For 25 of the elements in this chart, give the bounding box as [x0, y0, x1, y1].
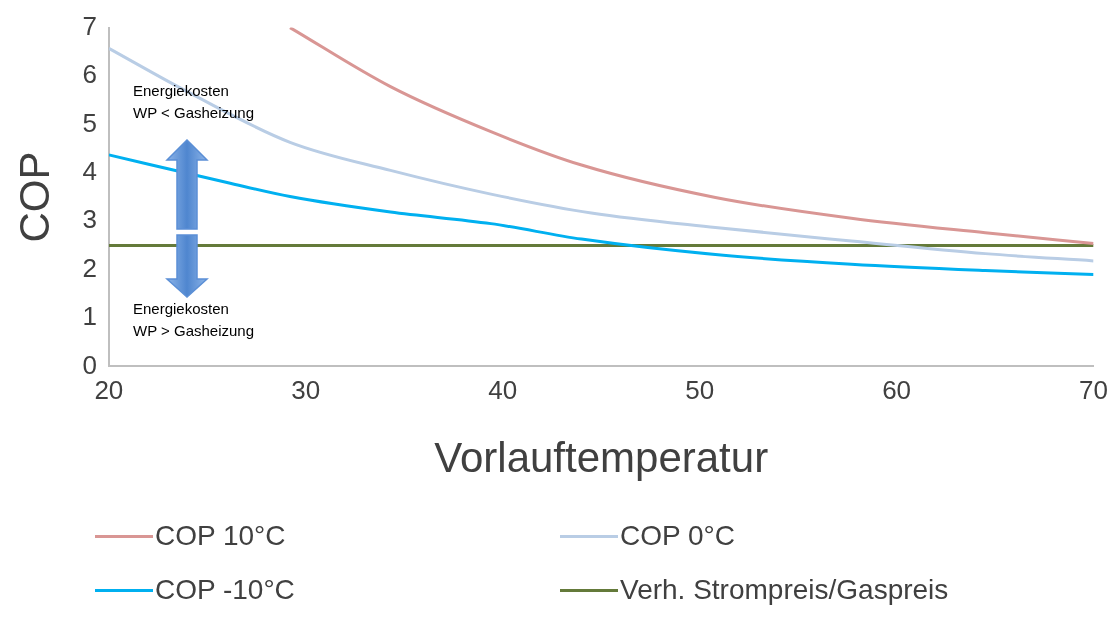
line-series [108, 153, 1094, 276]
line-series [288, 27, 1094, 245]
x-tick-label: 60 [882, 375, 912, 406]
legend-label: COP 10°C [155, 520, 286, 552]
y-axis-title: COP [10, 151, 58, 243]
y-tick-label: 5 [82, 107, 97, 138]
x-tick-label: 50 [685, 375, 715, 406]
y-tick-label: 4 [82, 155, 97, 186]
x-axis-title: Vorlauftemperatur [434, 434, 769, 482]
x-tick-label: 20 [94, 375, 124, 406]
y-tick-label: 6 [82, 59, 97, 90]
y-tick-label: 7 [82, 10, 97, 41]
y-tick-label: 3 [82, 204, 97, 235]
legend-label: COP -10°C [155, 574, 295, 606]
x-tick-label: 40 [488, 375, 518, 406]
line-series [108, 46, 1094, 263]
y-tick-label: 2 [82, 252, 97, 283]
annotation: Energiekosten WP > Gasheizung [133, 299, 255, 341]
x-tick-label: 30 [291, 375, 321, 406]
legend-label: COP 0°C [620, 520, 735, 552]
annotation: Energiekosten WP < Gasheizung [133, 81, 255, 123]
y-tick-label: 0 [82, 349, 97, 380]
y-tick-label: 1 [82, 301, 97, 332]
x-tick-label: 70 [1079, 375, 1108, 406]
legend-label: Verh. Strompreis/Gaspreis [620, 574, 949, 606]
